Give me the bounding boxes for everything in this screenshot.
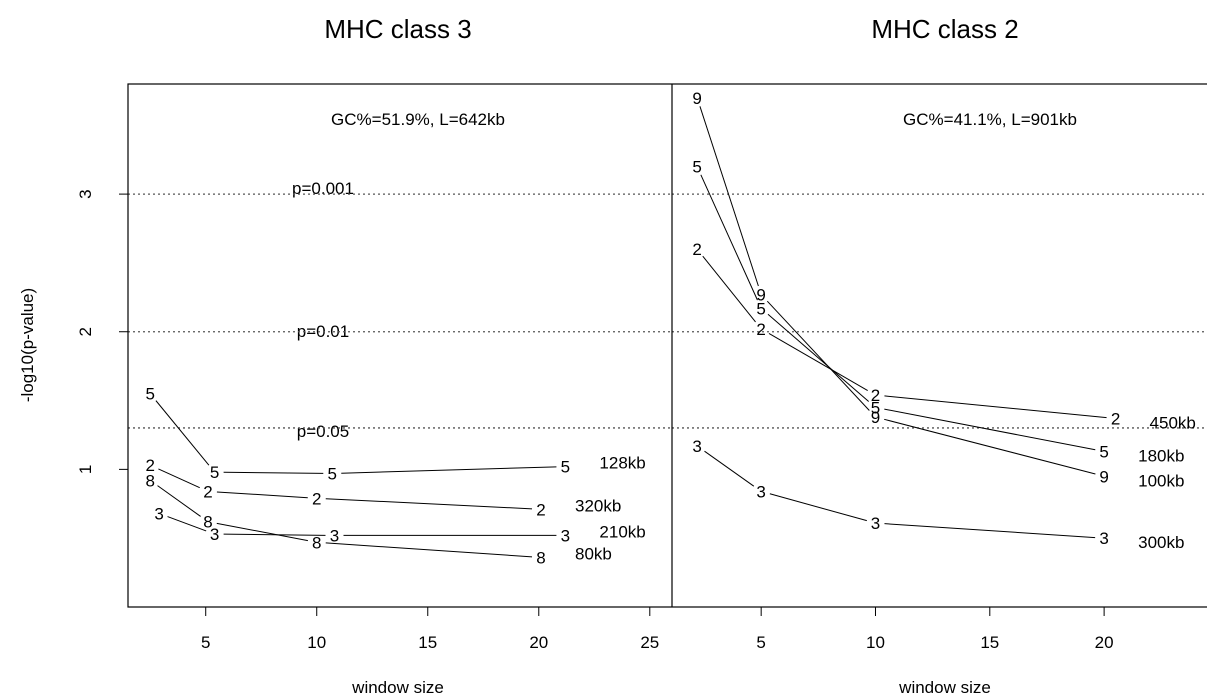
y-tick-label: 2 [76, 327, 95, 336]
series-180kb-point: 5 [1099, 442, 1108, 461]
series-210kb-point: 3 [154, 504, 163, 523]
ref-label-p001: p=0.001 [292, 179, 354, 198]
series-300kb-segment [884, 523, 1096, 539]
panel-mhc-class-2: MHC class 2 window size GC%=41.1%, L=901… [672, 14, 1207, 697]
series-128kb-point: 5 [145, 385, 154, 404]
outer-frame [127, 83, 1207, 608]
series-320kb-point: 2 [145, 456, 154, 475]
series-450kb-segment [768, 333, 868, 391]
x-tick-label: 5 [201, 633, 210, 652]
x-axis-label: window size [898, 678, 991, 697]
series-320kb-point: 2 [312, 489, 321, 508]
series-100kb-segment [884, 418, 1096, 475]
series-300kb-point: 3 [692, 437, 701, 456]
series-300kb-point: 3 [756, 482, 765, 501]
series-128kb-point: 5 [328, 464, 337, 483]
panel-title: MHC class 3 [324, 14, 471, 44]
series-100kb-point: 9 [692, 89, 701, 108]
series-180kb-segment [884, 408, 1096, 451]
x-tick-label: 20 [1095, 633, 1114, 652]
series-180kb-segment [767, 313, 870, 402]
series-80kb-segment [157, 485, 201, 517]
x-axis-label: window size [351, 678, 444, 697]
x-tick-label: 10 [866, 633, 885, 652]
series-210kb-segment [167, 516, 207, 532]
series-100kb-point: 9 [756, 286, 765, 305]
series-100kb-segment [766, 300, 870, 411]
series-180kb-point: 5 [756, 299, 765, 318]
series-210kb-point: 3 [561, 526, 570, 545]
x-tick-label: 15 [980, 633, 999, 652]
series-label-210kb: 210kb [599, 522, 645, 541]
series-128kb-point: 5 [561, 458, 570, 477]
series-label-128kb: 128kb [599, 454, 645, 473]
series-128kb-segment [155, 400, 210, 466]
series-label-450kb: 450kb [1150, 413, 1196, 432]
series-210kb-point: 3 [210, 525, 219, 544]
series-100kb-point: 9 [871, 408, 880, 427]
series-80kb-point: 8 [312, 533, 321, 552]
gc-annotation: GC%=51.9%, L=642kb [331, 110, 505, 129]
series-label-300kb: 300kb [1138, 533, 1184, 552]
x-tick-label: 15 [418, 633, 437, 652]
series-300kb-segment [769, 493, 867, 522]
plot-frame [127, 83, 1207, 608]
series-128kb-segment [223, 471, 324, 474]
x-tick-label: 10 [307, 633, 326, 652]
series-300kb-point: 3 [871, 514, 880, 533]
series-320kb-point: 2 [203, 482, 212, 501]
x-tick-label: 5 [756, 633, 765, 652]
series-180kb-point: 5 [692, 158, 701, 177]
series-label-100kb: 100kb [1138, 471, 1184, 490]
x-tick-label: 25 [640, 633, 659, 652]
series-80kb-point: 8 [145, 471, 154, 490]
panel-title: MHC class 2 [871, 14, 1018, 44]
series-450kb-point: 2 [1111, 409, 1120, 428]
series-180kb-segment [700, 174, 758, 301]
series-320kb-point: 2 [536, 500, 545, 519]
series-100kb-segment [699, 106, 759, 287]
series-450kb-segment [702, 255, 756, 323]
series-300kb-segment [704, 450, 755, 487]
y-tick-label: 3 [76, 189, 95, 198]
series-80kb-segment [216, 522, 308, 542]
series-label-180kb: 180kb [1138, 446, 1184, 465]
series-450kb-point: 2 [756, 320, 765, 339]
series-label-80kb: 80kb [575, 544, 612, 563]
series-128kb-segment [341, 466, 557, 474]
x-tick-label: 20 [529, 633, 548, 652]
ref-label-p05: p=0.05 [297, 422, 349, 441]
series-180kb-point: 5 [871, 398, 880, 417]
series-300kb-point: 3 [1099, 529, 1108, 548]
series-80kb-point: 8 [203, 513, 212, 532]
y-axis-label: -log10(p-value) [18, 288, 37, 402]
series-450kb-point: 2 [692, 240, 701, 259]
y-tick-label: 1 [76, 465, 95, 474]
series-450kb-segment [884, 395, 1107, 419]
series-label-320kb: 320kb [575, 496, 621, 515]
series-320kb-segment [158, 468, 200, 489]
series-450kb-point: 2 [871, 386, 880, 405]
gc-annotation: GC%=41.1%, L=901kb [903, 110, 1077, 129]
series-320kb-segment [325, 498, 533, 510]
series-100kb-point: 9 [1099, 467, 1108, 486]
series-210kb-point: 3 [330, 526, 339, 545]
series-128kb-point: 5 [210, 463, 219, 482]
series-320kb-segment [216, 491, 308, 499]
series-80kb-point: 8 [536, 548, 545, 567]
series-80kb-segment [325, 542, 533, 558]
panel-mhc-class-3: MHC class 3 window size -log10(p-value) … [18, 14, 672, 697]
